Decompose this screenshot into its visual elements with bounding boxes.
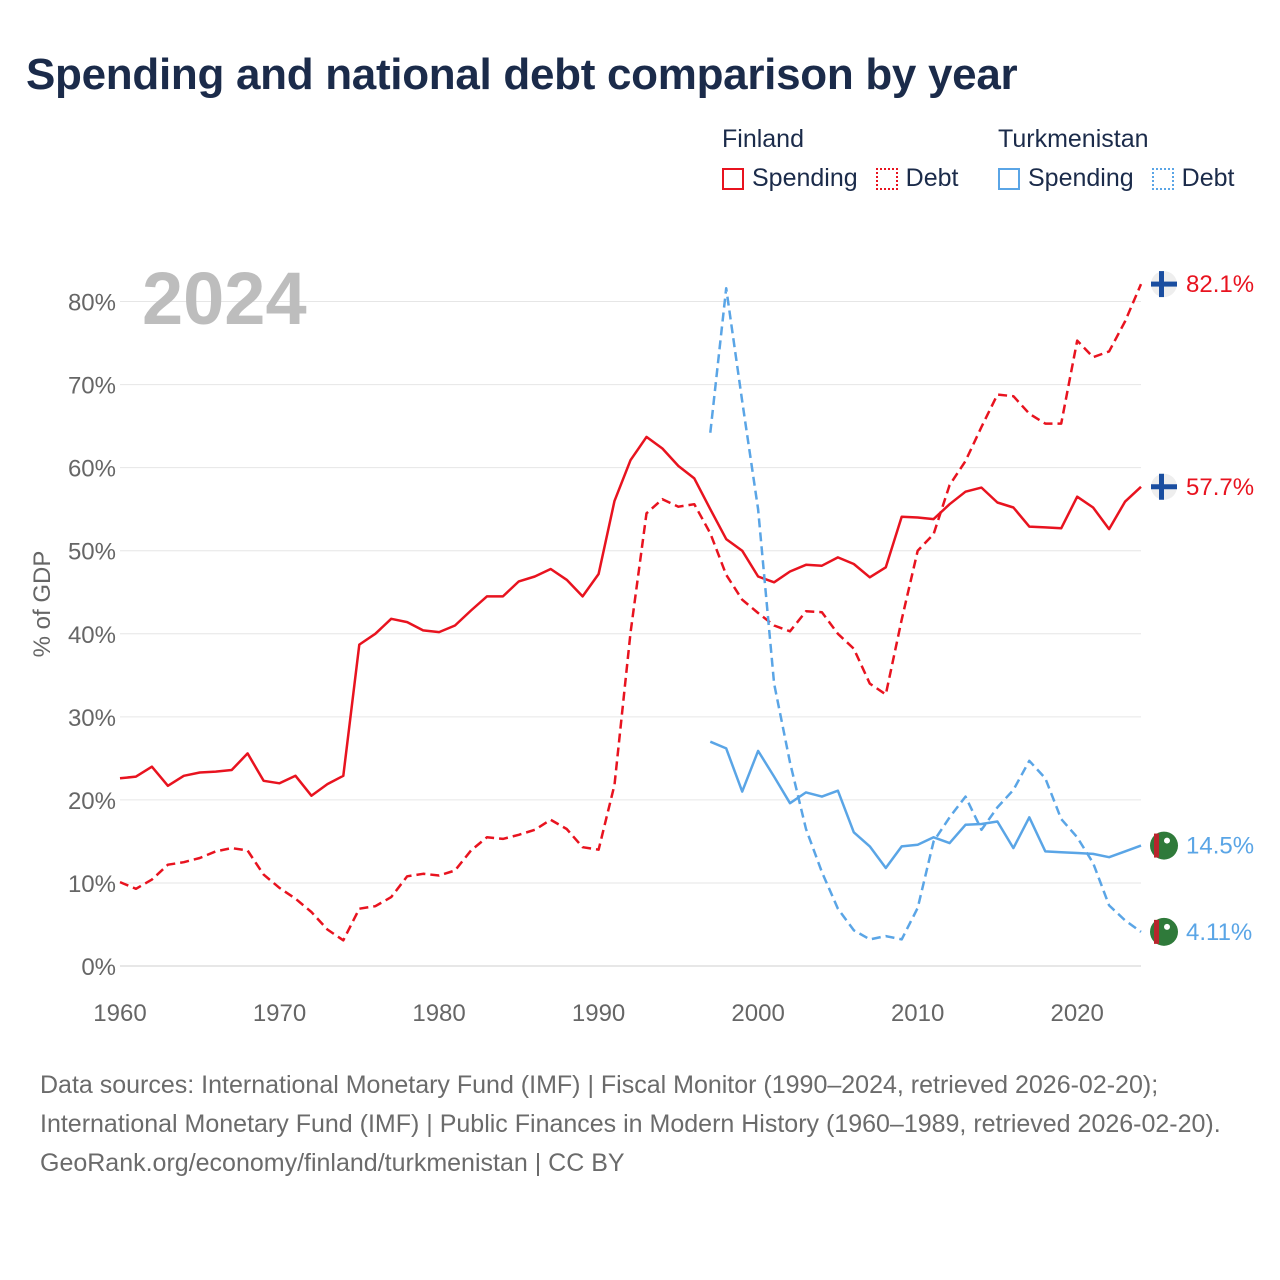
legend-item-label: Spending xyxy=(752,164,858,192)
current-year-label: 2024 xyxy=(142,257,307,340)
finland-flag-icon xyxy=(1151,473,1177,500)
x-tick-label: 2010 xyxy=(891,1000,944,1027)
y-tick-label: 40% xyxy=(68,622,116,649)
y-tick-label: 60% xyxy=(68,456,116,483)
x-tick-label: 1990 xyxy=(572,1000,625,1027)
legend-group-name: Turkmenistan xyxy=(998,125,1149,153)
end-value-label: 4.11% xyxy=(1186,919,1252,946)
legend-item-turkmenistan-debt[interactable]: Debt xyxy=(1151,164,1235,193)
legend-group-finland: Finland Spending Debt xyxy=(722,122,976,193)
chart-area: 2024 0% 10% 20% 30% 40% 50% 60% 70% 80% 1960 1970… xyxy=(29,257,1254,1027)
y-axis-ticks: 0% 10% 20% 30% 40% 50% 60% 70% 80% xyxy=(68,290,116,981)
series-lines xyxy=(119,283,1143,942)
legend-item-label: Spending xyxy=(1028,164,1134,192)
legend-item-finland-spending[interactable]: Spending xyxy=(722,164,858,193)
legend-item-turkmenistan-spending[interactable]: Spending xyxy=(998,164,1134,193)
legend-group-turkmenistan: Turkmenistan Spending Debt xyxy=(998,122,1252,193)
flag-crescent xyxy=(1164,837,1170,844)
legend-item-label: Debt xyxy=(1181,164,1235,192)
finland-flag-icon xyxy=(1151,271,1177,298)
footer: Data sources: International Monetary Fun… xyxy=(40,1066,1240,1183)
flag-crescent xyxy=(1164,923,1170,930)
y-tick-label: 0% xyxy=(81,954,116,981)
y-tick-label: 70% xyxy=(68,373,116,400)
series-line-finland-debt xyxy=(119,283,1143,942)
flag-stripe xyxy=(1154,833,1159,858)
legend-swatch-dotted-icon xyxy=(1151,167,1174,190)
y-tick-label: 80% xyxy=(68,290,116,317)
legend-swatch-solid-icon xyxy=(998,167,1020,190)
series-end-markers: 57.7% 82.1% 14.5% 4.11% xyxy=(1150,271,1254,946)
end-value-label: 82.1% xyxy=(1186,271,1254,298)
legend-swatch-solid-icon xyxy=(722,167,744,190)
series-line-finland-spending xyxy=(119,435,1142,797)
flag-cross-vertical xyxy=(1159,473,1164,500)
flag-stripe xyxy=(1154,919,1159,944)
legend-group-name: Finland xyxy=(722,125,804,153)
turkmenistan-flag-icon xyxy=(1150,831,1178,860)
y-tick-label: 30% xyxy=(68,705,116,732)
legend-swatch-dotted-icon xyxy=(875,167,898,190)
turkmenistan-flag-icon xyxy=(1150,917,1178,946)
y-tick-label: 20% xyxy=(68,788,116,815)
credit-link[interactable]: GeoRank.org/economy/finland/turkmenistan… xyxy=(40,1149,625,1177)
x-tick-label: 2000 xyxy=(731,1000,784,1027)
x-tick-label: 1980 xyxy=(412,1000,465,1027)
x-tick-label: 2020 xyxy=(1050,1000,1103,1027)
x-tick-label: 1970 xyxy=(253,1000,306,1027)
end-value-label: 14.5% xyxy=(1186,833,1254,860)
legend-item-label: Debt xyxy=(905,164,959,192)
y-tick-label: 10% xyxy=(68,871,116,898)
x-axis-ticks: 1960 1970 1980 1990 2000 2010 2020 xyxy=(93,1000,1104,1027)
end-value-label: 57.7% xyxy=(1186,474,1254,501)
y-axis-label: % of GDP xyxy=(29,551,56,658)
gridlines xyxy=(120,301,1141,967)
flag-cross-vertical xyxy=(1159,271,1164,298)
data-sources: Data sources: International Monetary Fun… xyxy=(40,1071,1221,1138)
y-tick-label: 50% xyxy=(68,539,116,566)
series-line-turkmenistan-spending xyxy=(709,740,1142,870)
chart-title: Spending and national debt comparison by… xyxy=(26,50,1018,99)
legend-item-finland-debt[interactable]: Debt xyxy=(875,164,959,193)
x-tick-label: 1960 xyxy=(93,1000,146,1027)
series-line-turkmenistan-debt xyxy=(709,286,1142,941)
